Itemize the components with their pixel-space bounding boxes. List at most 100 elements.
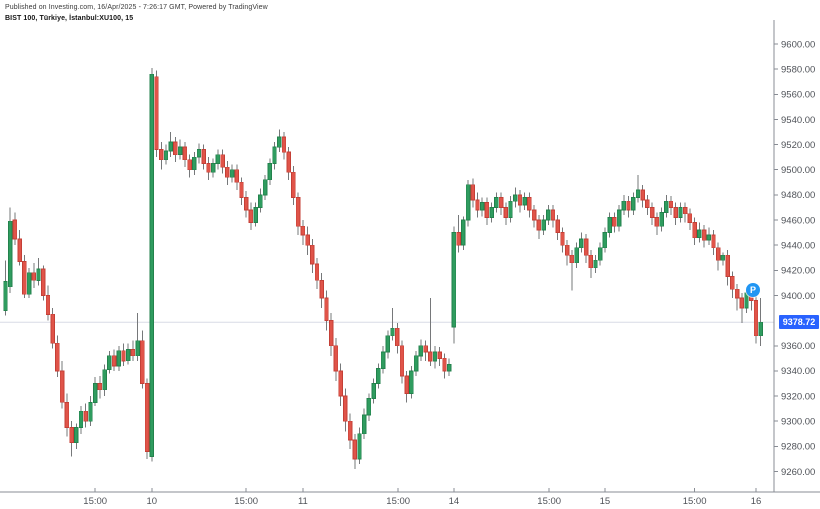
candle bbox=[503, 202, 508, 226]
candle bbox=[508, 196, 513, 223]
time-axis[interactable]: 15:00 10 15:00 11 15:00 14 15:00 15 15:00 16 bbox=[83, 488, 761, 507]
candle bbox=[470, 178, 475, 208]
candlestick-series bbox=[3, 67, 763, 469]
candle bbox=[36, 257, 41, 286]
candle bbox=[692, 217, 697, 246]
candle bbox=[130, 340, 136, 361]
candle bbox=[140, 330, 145, 389]
candle bbox=[635, 174, 641, 203]
candle bbox=[701, 225, 707, 248]
candle bbox=[277, 129, 282, 153]
candle bbox=[536, 215, 542, 239]
svg-text:9440.00: 9440.00 bbox=[781, 241, 815, 252]
candle bbox=[649, 202, 655, 226]
candle bbox=[711, 230, 716, 256]
candle bbox=[300, 220, 306, 246]
candle bbox=[154, 70, 159, 158]
candle bbox=[376, 363, 381, 389]
candle bbox=[399, 340, 405, 384]
candle bbox=[3, 260, 8, 316]
candle bbox=[725, 250, 730, 286]
candle bbox=[565, 240, 570, 266]
candle bbox=[59, 360, 65, 409]
candle bbox=[569, 250, 575, 291]
candle bbox=[239, 177, 244, 205]
svg-text:9460.00: 9460.00 bbox=[781, 215, 815, 226]
candle bbox=[248, 202, 254, 231]
candle bbox=[69, 421, 74, 457]
candle bbox=[423, 340, 428, 361]
candle bbox=[498, 192, 504, 215]
candle bbox=[475, 192, 480, 218]
candle bbox=[107, 350, 112, 374]
candle bbox=[409, 365, 414, 399]
svg-text:9540.00: 9540.00 bbox=[781, 115, 815, 126]
candle bbox=[673, 202, 678, 226]
svg-text:9260.00: 9260.00 bbox=[781, 467, 815, 478]
svg-text:15:00: 15:00 bbox=[386, 496, 410, 507]
candle bbox=[687, 208, 693, 231]
candle bbox=[93, 377, 98, 407]
svg-text:9500.00: 9500.00 bbox=[781, 165, 815, 176]
candle bbox=[281, 132, 287, 160]
candle bbox=[484, 197, 490, 226]
candle bbox=[659, 207, 664, 232]
candle bbox=[135, 313, 140, 361]
candle bbox=[314, 257, 320, 290]
p-marker[interactable]: P bbox=[746, 283, 760, 297]
candle bbox=[17, 230, 22, 266]
candle bbox=[144, 378, 150, 459]
svg-text:15: 15 bbox=[600, 496, 611, 507]
candle bbox=[579, 232, 584, 253]
svg-text:15:00: 15:00 bbox=[83, 496, 107, 507]
candle bbox=[310, 238, 315, 273]
candle bbox=[347, 413, 353, 449]
candle bbox=[706, 227, 711, 246]
candle bbox=[607, 212, 612, 238]
candle bbox=[442, 353, 447, 379]
candle bbox=[234, 164, 239, 190]
candle bbox=[678, 202, 683, 223]
candle bbox=[361, 408, 367, 439]
svg-text:9560.00: 9560.00 bbox=[781, 90, 815, 101]
candle bbox=[338, 363, 343, 407]
chart-header: Published on Investing.com, 16/Apr/2025 … bbox=[5, 3, 268, 24]
candle bbox=[418, 339, 424, 361]
candle bbox=[182, 142, 188, 168]
candle bbox=[451, 226, 457, 344]
candle bbox=[163, 144, 169, 165]
candle bbox=[531, 205, 537, 228]
instrument-title: BIST 100, Türkiye, İstanbul:XU100, 15 bbox=[5, 15, 134, 23]
candle bbox=[12, 212, 18, 246]
candle bbox=[229, 164, 235, 183]
svg-text:9420.00: 9420.00 bbox=[781, 266, 815, 277]
candle bbox=[206, 157, 211, 180]
candle bbox=[683, 202, 688, 223]
candle bbox=[527, 192, 532, 218]
candle bbox=[243, 191, 249, 218]
candle bbox=[546, 205, 551, 226]
svg-text:9360.00: 9360.00 bbox=[781, 341, 815, 352]
candle bbox=[121, 343, 126, 366]
price-axis[interactable]: 9600.00 9580.00 9560.00 9540.00 9520.00 9500.… bbox=[774, 39, 815, 478]
svg-text:10: 10 bbox=[147, 496, 158, 507]
candle bbox=[41, 265, 46, 301]
svg-text:15:00: 15:00 bbox=[683, 496, 707, 507]
candle bbox=[262, 174, 268, 200]
candle bbox=[220, 149, 225, 174]
svg-text:9600.00: 9600.00 bbox=[781, 39, 815, 50]
svg-text:9520.00: 9520.00 bbox=[781, 140, 815, 151]
last-price-badge: 9378.72 bbox=[779, 315, 819, 329]
candle bbox=[357, 427, 362, 464]
candle bbox=[149, 67, 154, 462]
svg-text:9340.00: 9340.00 bbox=[781, 366, 815, 377]
candle bbox=[479, 197, 485, 217]
candle bbox=[215, 149, 221, 170]
candle bbox=[31, 262, 36, 288]
candle bbox=[187, 154, 192, 178]
candle bbox=[517, 189, 523, 213]
candle bbox=[319, 272, 324, 309]
candle bbox=[739, 293, 744, 324]
